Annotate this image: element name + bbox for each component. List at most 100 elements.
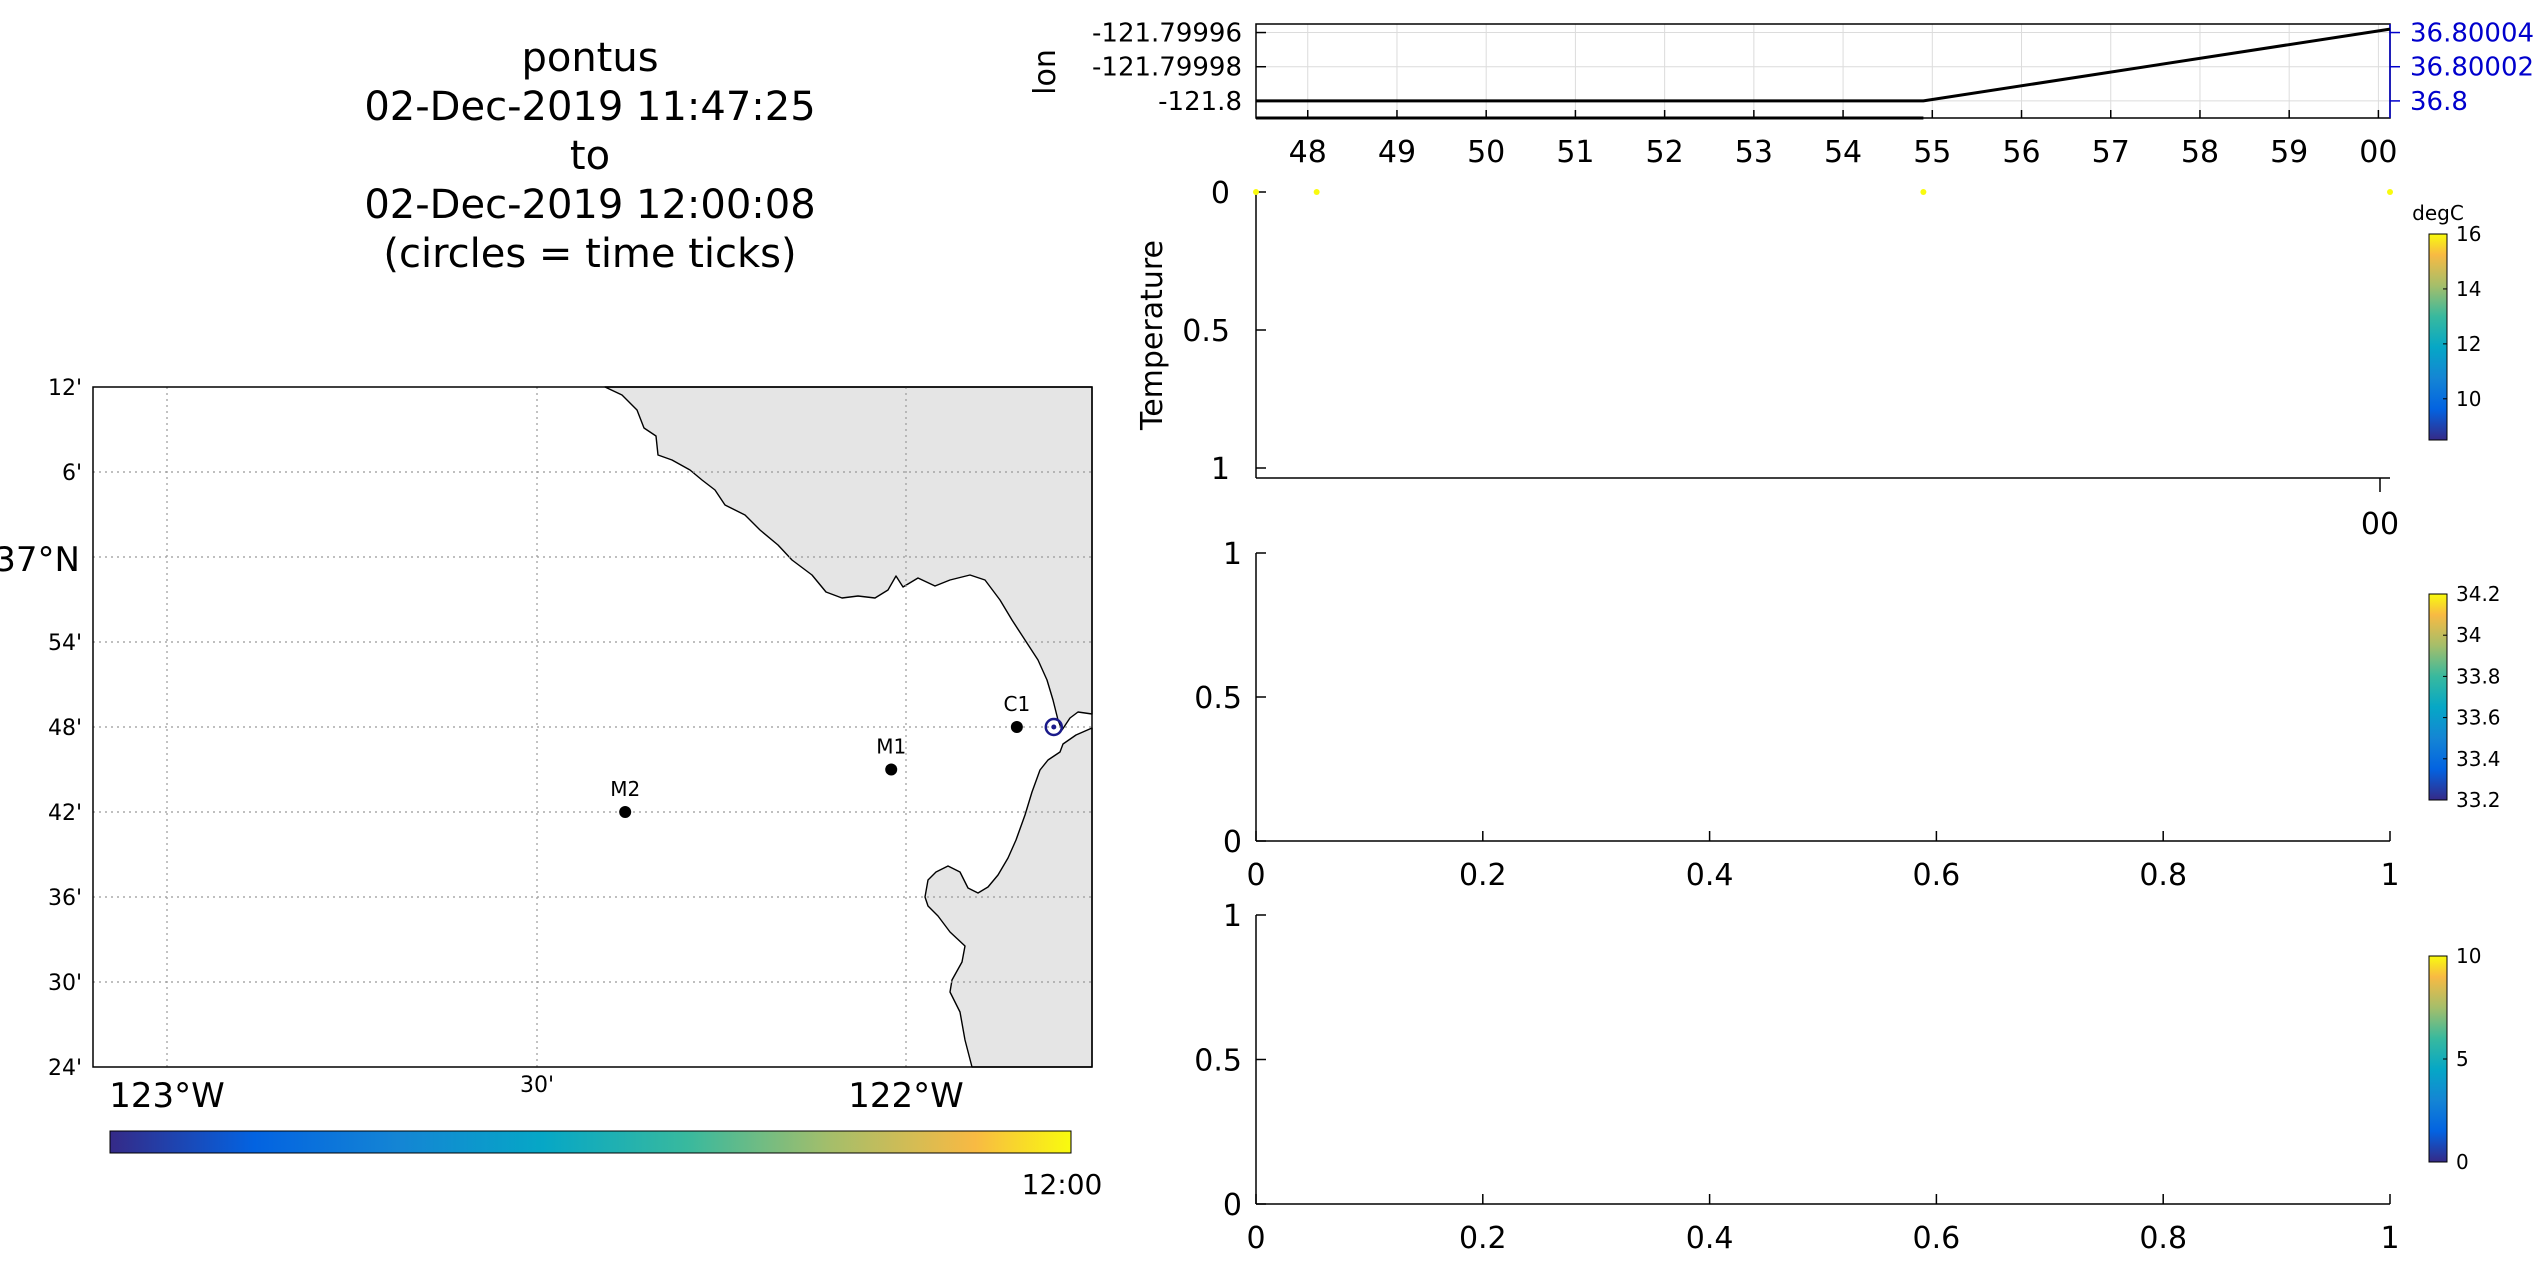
temperature-cbtick-label: 14 <box>2456 277 2481 301</box>
salinity-x-ticks: 0 0.2 0.4 0.6 0.8 1 <box>1246 831 2400 893</box>
position-axes-box <box>1255 23 2391 119</box>
position-x-ticks: 48 49 50 51 52 53 54 55 56 57 58 59 00 <box>1289 110 2397 170</box>
title-note: (circles = time ticks) <box>383 231 797 277</box>
map-lat-label: 42' <box>48 801 82 826</box>
panel-xtick-label: 0.4 <box>1686 858 1734 893</box>
map-frame <box>92 386 1093 1068</box>
position-ytick-label: -121.79996 <box>1092 19 1242 49</box>
map-panel: 12' 6' 37°N 54' 48' 42' 36' 30' 24' 123°W 30' 122°… <box>0 376 1102 1201</box>
station-label: M1 <box>876 735 906 759</box>
panel-xtick-label: 0.8 <box>2139 1221 2187 1256</box>
station-marker <box>885 763 898 776</box>
temperature-ytick-label: 1 <box>1211 452 1230 487</box>
panel-cbtick-label: 33.4 <box>2456 747 2501 771</box>
position-series <box>1256 27 2391 120</box>
title-to: to <box>569 133 611 179</box>
panel-cbtick-label: 10 <box>2456 944 2481 968</box>
temperature-ylabel: Temperature <box>1135 240 1170 431</box>
salinity-y-ticks: 00.51 <box>1194 537 1266 860</box>
position-xtick-label: 55 <box>1913 135 1951 170</box>
panel-ytick-label: 0 <box>1223 1188 1242 1223</box>
position-right-tick-label: 36.80002 <box>2410 53 2534 83</box>
panel-cbtick-label: 34 <box>2456 623 2481 647</box>
temperature-colorbar <box>2428 233 2448 441</box>
time-colorbar <box>109 1130 1072 1154</box>
temperature-point <box>2387 189 2393 195</box>
temperature-y-ticks: 00.51 <box>1182 176 1266 487</box>
time-colorbar-end-label: 12:00 <box>1022 1168 1103 1201</box>
position-ylabel: lon <box>1028 49 1063 95</box>
panel-xtick-label: 0.2 <box>1459 858 1507 893</box>
panel-xtick-label: 0.6 <box>1913 858 1961 893</box>
vehicle-position-marker <box>1044 717 1064 737</box>
title-end-time: 02-Dec-2019 12:00:08 <box>364 182 816 228</box>
position-xtick-label: 54 <box>1824 135 1862 170</box>
map-lat-label: 37°N <box>0 540 80 580</box>
position-xtick-label: 00 <box>2359 135 2397 170</box>
panel-xtick-label: 0.4 <box>1686 1221 1734 1256</box>
panel-cbtick-label: 33.8 <box>2456 664 2501 688</box>
position-y-left-ticks: -121.79996 -121.79998 -121.8 <box>1092 19 1266 117</box>
position-panel: 48 49 50 51 52 53 54 55 56 57 58 59 00 -121.79996-12… <box>1028 19 2534 170</box>
panel-ytick-label: 0.5 <box>1194 681 1242 716</box>
position-xtick-label: 52 <box>1646 135 1684 170</box>
temperature-x-ticks: 00 <box>2361 478 2399 542</box>
position-series-line-0 <box>1256 27 2391 103</box>
panel-xtick-label: 0.2 <box>1459 1221 1507 1256</box>
panel-xtick-label: 1 <box>2380 858 2399 893</box>
map-lon-label: 123°W <box>109 1076 225 1116</box>
map-lon-label: 122°W <box>848 1076 964 1116</box>
map-lat-ticks: 12' 6' 37°N 54' 48' 42' 36' 30' 24' <box>0 376 82 1081</box>
salinity-panel: 00.51 0 0.2 0.4 0.6 0.8 1 34.23433.833.633.43… <box>1194 537 2500 893</box>
panel-xtick-label: 0 <box>1246 1221 1265 1256</box>
panel-cbtick-label: 33.6 <box>2456 706 2501 730</box>
station-label: C1 <box>1003 692 1030 716</box>
third-colorbar-ticks: 10 5 0 <box>2443 944 2481 1174</box>
map-lat-label: 54' <box>48 631 82 656</box>
position-xtick-label: 59 <box>2270 135 2308 170</box>
salinity-colorbar <box>2428 593 2448 801</box>
station-marker <box>1010 721 1023 733</box>
salinity-colorbar-ticks: 34.2 34 33.8 33.6 33.4 33.2 <box>2443 582 2501 812</box>
temperature-colorbar-ticks: 16 14 12 10 <box>2443 222 2481 411</box>
panel-ytick-label: 0.5 <box>1194 1044 1242 1079</box>
panel-xtick-label: 1 <box>2380 1221 2399 1256</box>
map-stations: C1 M1 M2 <box>610 692 1030 818</box>
title-start-time: 02-Dec-2019 11:47:25 <box>364 84 816 130</box>
position-xtick-label: 48 <box>1289 135 1327 170</box>
vehicle-ring <box>1044 717 1064 737</box>
third-x-ticks: 0 0.2 0.4 0.6 0.8 1 <box>1246 1194 2400 1256</box>
map-lat-label: 48' <box>48 716 82 741</box>
map-grid <box>93 387 1092 1067</box>
position-y-right-ticks: 36.80004 36.80002 36.8 <box>2389 19 2534 118</box>
position-xtick-label: 50 <box>1467 135 1505 170</box>
third-y-ticks: 00.51 <box>1194 899 1266 1223</box>
map-lat-label: 12' <box>48 376 82 401</box>
temperature-ytick-label: 0 <box>1211 176 1230 211</box>
temperature-point <box>1253 189 1259 195</box>
position-xtick-label: 49 <box>1378 135 1416 170</box>
temperature-colorbar-label: degC <box>2412 201 2464 225</box>
position-xtick-label: 51 <box>1556 135 1594 170</box>
panel-cbtick-label: 34.2 <box>2456 582 2501 606</box>
position-ytick-label: -121.79998 <box>1092 53 1242 83</box>
panel-cbtick-label: 33.2 <box>2456 788 2501 812</box>
temperature-ytick-label: 0.5 <box>1182 314 1230 349</box>
station-label: M2 <box>610 777 640 801</box>
map-lon-ticks: 123°W 30' 122°W <box>109 1073 964 1116</box>
temperature-points <box>1253 189 2393 195</box>
vehicle-dot <box>1051 724 1057 730</box>
panel-cbtick-label: 0 <box>2456 1150 2469 1174</box>
temperature-point <box>1313 189 1320 195</box>
position-grid <box>1256 24 2390 118</box>
panel-ytick-label: 1 <box>1223 899 1242 934</box>
panel-xtick-label: 0 <box>1246 858 1265 893</box>
title-vehicle: pontus <box>521 35 659 81</box>
position-xtick-label: 58 <box>2181 135 2219 170</box>
panel-xtick-label: 0.8 <box>2139 858 2187 893</box>
temperature-cbtick-label: 16 <box>2456 222 2481 246</box>
position-xtick-label: 57 <box>2092 135 2130 170</box>
